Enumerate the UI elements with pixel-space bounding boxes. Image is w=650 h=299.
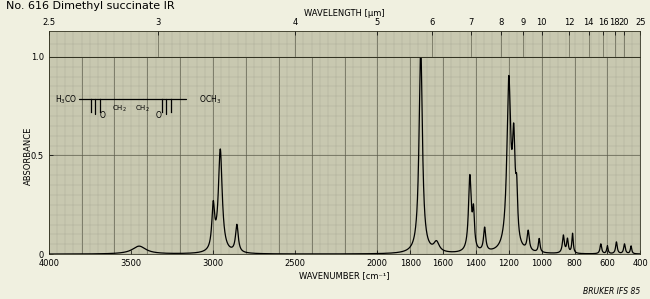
X-axis label: WAVELENGTH [μm]: WAVELENGTH [μm]: [304, 9, 385, 18]
Y-axis label: ABSORBANCE: ABSORBANCE: [23, 126, 32, 185]
Text: $\mathrm{H_3CO}$: $\mathrm{H_3CO}$: [55, 93, 77, 106]
Text: O: O: [99, 111, 105, 120]
Text: $\mathrm{CH_2}$: $\mathrm{CH_2}$: [135, 104, 150, 115]
Text: O: O: [156, 111, 162, 120]
Text: $\mathrm{CH_2}$: $\mathrm{CH_2}$: [112, 104, 126, 115]
X-axis label: WAVENUMBER [cm⁻¹]: WAVENUMBER [cm⁻¹]: [299, 271, 390, 280]
Text: No. 616 Dimethyl succinate IR: No. 616 Dimethyl succinate IR: [6, 1, 175, 11]
Text: $\mathrm{OCH_3}$: $\mathrm{OCH_3}$: [199, 93, 221, 106]
Text: BRUKER IFS 85: BRUKER IFS 85: [583, 287, 640, 296]
